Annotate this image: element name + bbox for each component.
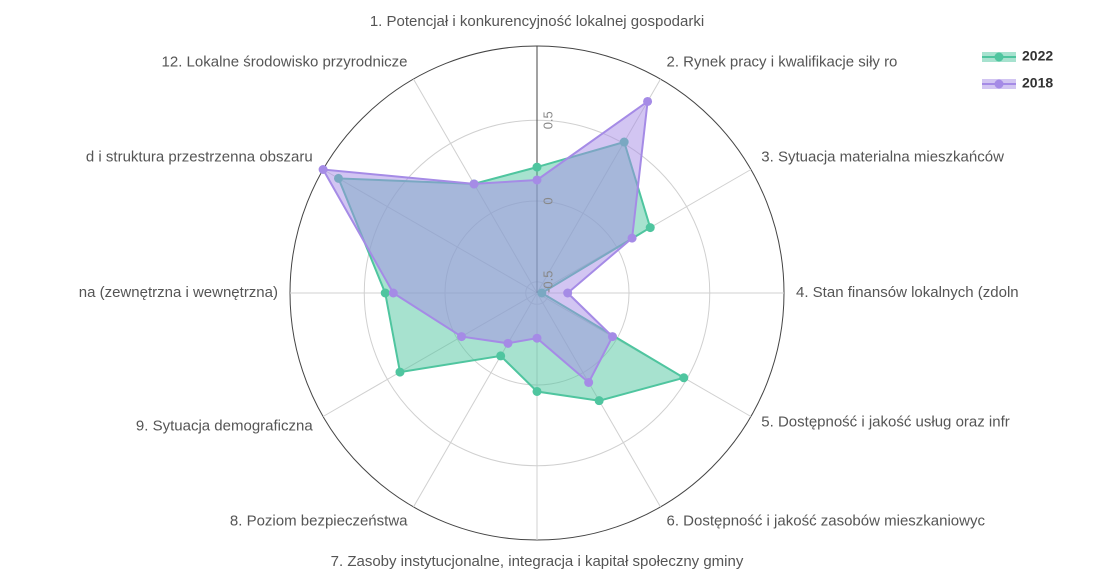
series-point <box>496 351 506 361</box>
series-point <box>607 332 617 342</box>
category-label: d i struktura przestrzenna obszaru <box>86 148 313 165</box>
series-point <box>318 165 328 174</box>
category-label: 2. Rynek pracy i kwalifikacje siły ro <box>667 54 898 71</box>
category-label: 3. Sytuacja materialna mieszkańców <box>761 148 1004 165</box>
series-area <box>321 99 649 385</box>
series-point <box>532 333 542 343</box>
series-point <box>532 175 542 185</box>
series-point <box>503 338 513 348</box>
legend-marker <box>994 79 1004 89</box>
series-point <box>395 367 405 377</box>
legend-label: 2022 <box>1022 48 1053 64</box>
legend-label: 2018 <box>1022 75 1053 91</box>
category-label: 6. Dostępność i jakość zasobów mieszkani… <box>667 512 986 529</box>
category-label: na (zewnętrzna i wewnętrzna) <box>79 284 278 301</box>
category-label: 5. Dostępność i jakość usług oraz infr <box>761 413 1009 430</box>
series-point <box>532 162 542 172</box>
series-point <box>457 332 467 342</box>
legend-marker <box>994 52 1004 62</box>
series-point <box>469 179 479 189</box>
series-point <box>388 288 398 298</box>
series-point <box>380 288 390 298</box>
series-point <box>643 96 653 106</box>
category-label: 12. Lokalne środowisko przyrodnicze <box>162 54 408 71</box>
series-point <box>584 377 594 387</box>
category-label: 8. Poziom bezpieczeństwa <box>230 512 408 529</box>
series-point <box>563 288 573 298</box>
category-label: 4. Stan finansów lokalnych (zdoln <box>796 284 1019 301</box>
radial-tick-label: -0.5 <box>540 270 555 292</box>
category-label: 7. Zasoby instytucjonalne, integracja i … <box>331 553 744 570</box>
series-point <box>594 396 604 406</box>
radial-tick-label: 0 <box>540 197 555 204</box>
series-point <box>679 373 689 383</box>
series-point <box>645 223 655 233</box>
category-label: 9. Sytuacja demograficzna <box>136 417 313 434</box>
category-label: 1. Potencjał i konkurencyjność lokalnej … <box>370 13 704 30</box>
series-point <box>532 386 542 396</box>
series-point <box>627 233 637 243</box>
radial-tick-label: 0.5 <box>540 111 555 129</box>
